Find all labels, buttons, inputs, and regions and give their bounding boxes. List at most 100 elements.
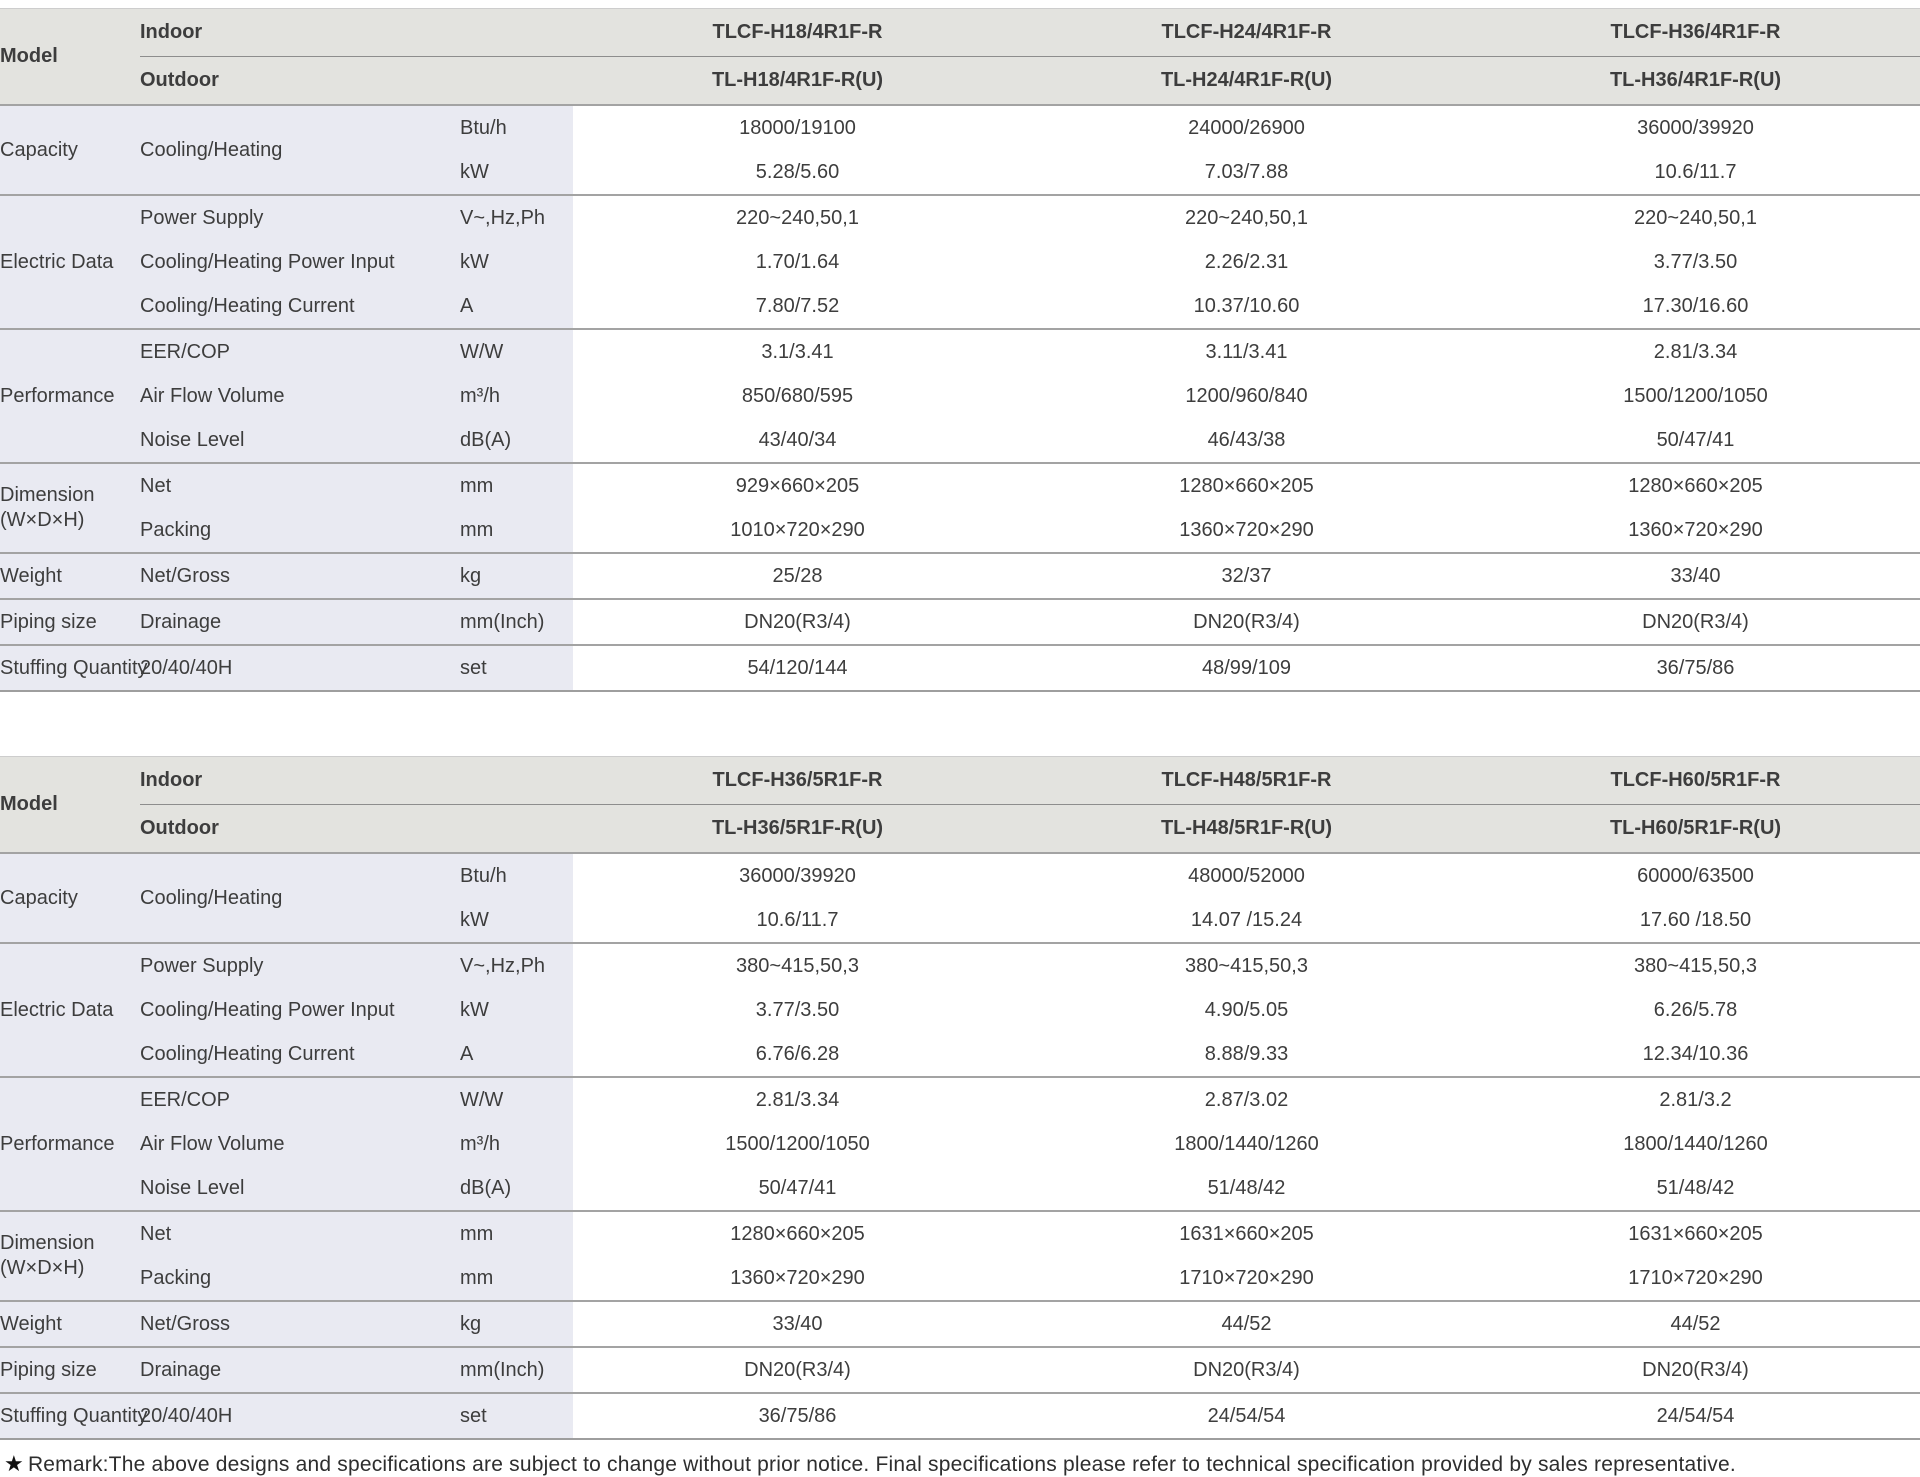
unit-label: A: [460, 284, 573, 329]
sub-label: Noise Level: [140, 1166, 460, 1211]
sub-label: EER/COP: [140, 1076, 460, 1122]
spec-value: 3.1/3.41: [573, 328, 1022, 374]
spec-value: 48/99/109: [1022, 644, 1471, 691]
unit-label: V~,Hz,Ph: [460, 942, 573, 988]
spec-value: 36/75/86: [573, 1392, 1022, 1439]
row-noise-level: Noise Level dB(A) 43/40/34 46/43/38 50/4…: [0, 418, 1920, 463]
sub-label: Noise Level: [140, 418, 460, 463]
row-capacity-kw: kW 5.28/5.60 7.03/7.88 10.6/11.7: [0, 150, 1920, 195]
sub-label: Cooling/Heating: [140, 852, 460, 943]
row-dimension-packing: Packing mm 1360×720×290 1710×720×290 171…: [0, 1256, 1920, 1301]
spec-value: DN20(R3/4): [573, 598, 1022, 645]
row-power-input: Cooling/Heating Power Input kW 3.77/3.50…: [0, 988, 1920, 1032]
unit-label: m³/h: [460, 1122, 573, 1166]
spec-value: 3.11/3.41: [1022, 328, 1471, 374]
spec-value: 1.70/1.64: [573, 240, 1022, 284]
group-label-piping: Piping size: [0, 1346, 140, 1393]
spec-value: 50/47/41: [573, 1166, 1022, 1211]
row-current: Cooling/Heating Current A 6.76/6.28 8.88…: [0, 1032, 1920, 1077]
unit-label: W/W: [460, 328, 573, 374]
sub-label: Drainage: [140, 598, 460, 645]
row-capacity-kw: kW 10.6/11.7 14.07 /15.24 17.60 /18.50: [0, 898, 1920, 943]
unit-label: mm(Inch): [460, 1346, 573, 1393]
row-power-supply: Electric Data Power Supply V~,Hz,Ph 380~…: [0, 942, 1920, 1077]
spec-value: 50/47/41: [1471, 418, 1920, 463]
outdoor-model-name: TL-H36/4R1F-R(U): [1471, 56, 1920, 105]
spec-value: 4.90/5.05: [1022, 988, 1471, 1032]
sub-label: Cooling/Heating Power Input: [140, 240, 460, 284]
spec-value: 18000/19100: [573, 104, 1022, 150]
spec-value: 54/120/144: [573, 644, 1022, 691]
unit-label: V~,Hz,Ph: [460, 194, 573, 240]
row-eer-cop: Performance EER/COP W/W 2.81/3.34 2.87/3…: [0, 1076, 1920, 1211]
spec-value: 43/40/34: [573, 418, 1022, 463]
header-row-outdoor: Outdoor TL-H36/5R1F-R(U) TL-H48/5R1F-R(U…: [0, 804, 1920, 853]
sub-label: Packing: [140, 508, 460, 553]
spec-value: 1280×660×205: [1471, 462, 1920, 508]
header-row-outdoor: Outdoor TL-H18/4R1F-R(U) TL-H24/4R1F-R(U…: [0, 56, 1920, 105]
spec-value: 6.26/5.78: [1471, 988, 1920, 1032]
unit-label: kW: [460, 150, 573, 195]
spec-value: 60000/63500: [1471, 852, 1920, 898]
sub-label: Cooling/Heating Power Input: [140, 988, 460, 1032]
spec-table-1: Model Indoor TLCF-H18/4R1F-R TLCF-H24/4R…: [0, 8, 1920, 692]
unit-label: mm: [460, 462, 573, 508]
outdoor-model-name: TL-H60/5R1F-R(U): [1471, 804, 1920, 853]
unit-label: kg: [460, 1300, 573, 1347]
spec-value: 51/48/42: [1022, 1166, 1471, 1211]
sub-label: Power Supply: [140, 194, 460, 240]
row-current: Cooling/Heating Current A 7.80/7.52 10.3…: [0, 284, 1920, 329]
unit-label: dB(A): [460, 418, 573, 463]
indoor-model-name: TLCF-H36/5R1F-R: [573, 756, 1022, 805]
unit-label: mm: [460, 508, 573, 553]
group-label-capacity: Capacity: [0, 852, 140, 943]
sub-label: Packing: [140, 1256, 460, 1301]
group-label-dimension: Dimension (W×D×H): [0, 462, 140, 553]
remark-line: ★ Remark:The above designs and specificat…: [0, 1440, 1920, 1477]
spec-value: DN20(R3/4): [1022, 1346, 1471, 1393]
spec-value: 51/48/42: [1471, 1166, 1920, 1211]
unit-label: dB(A): [460, 1166, 573, 1211]
spec-value: 1360×720×290: [573, 1256, 1022, 1301]
spec-value: 36000/39920: [573, 852, 1022, 898]
spec-value: 33/40: [573, 1300, 1022, 1347]
dimension-label-line1: Dimension: [0, 484, 95, 506]
spec-value: 1500/1200/1050: [573, 1122, 1022, 1166]
spec-value: 1800/1440/1260: [1471, 1122, 1920, 1166]
spec-value: 2.81/3.34: [1471, 328, 1920, 374]
outdoor-model-name: TL-H36/5R1F-R(U): [573, 804, 1022, 853]
row-dimension-net: Dimension (W×D×H) Net mm 929×660×205 128…: [0, 462, 1920, 553]
unit-label: Btu/h: [460, 104, 573, 150]
spec-value: 850/680/595: [573, 374, 1022, 418]
model-header-label: Model: [0, 8, 140, 105]
outdoor-header-label: Outdoor: [140, 804, 573, 853]
spec-value: 220~240,50,1: [1022, 194, 1471, 240]
sub-label: 20/40/40H: [140, 644, 460, 691]
unit-label: kW: [460, 988, 573, 1032]
indoor-model-name: TLCF-H36/4R1F-R: [1471, 8, 1920, 57]
dimension-label-line2: (W×D×H): [0, 509, 85, 531]
sub-label: Net/Gross: [140, 552, 460, 599]
spec-value: 36000/39920: [1471, 104, 1920, 150]
spec-value: 1631×660×205: [1471, 1210, 1920, 1256]
outdoor-model-name: TL-H24/4R1F-R(U): [1022, 56, 1471, 105]
spec-value: 2.26/2.31: [1022, 240, 1471, 284]
outdoor-header-label: Outdoor: [140, 56, 573, 105]
spec-value: 44/52: [1471, 1300, 1920, 1347]
spec-value: 1280×660×205: [573, 1210, 1022, 1256]
spec-value: 2.87/3.02: [1022, 1076, 1471, 1122]
header-row-indoor: Model Indoor TLCF-H18/4R1F-R TLCF-H24/4R…: [0, 8, 1920, 105]
outdoor-model-name: TL-H48/5R1F-R(U): [1022, 804, 1471, 853]
spec-value: 7.80/7.52: [573, 284, 1022, 329]
group-label-piping: Piping size: [0, 598, 140, 645]
spec-value: 1280×660×205: [1022, 462, 1471, 508]
unit-label: kg: [460, 552, 573, 599]
unit-label: kW: [460, 898, 573, 943]
row-weight: Weight Net/Gross kg 25/28 32/37 33/40: [0, 552, 1920, 599]
group-label-electric: Electric Data: [0, 194, 140, 329]
spec-value: 1360×720×290: [1471, 508, 1920, 553]
spec-value: 1500/1200/1050: [1471, 374, 1920, 418]
unit-label: mm: [460, 1256, 573, 1301]
spec-value: 24/54/54: [1471, 1392, 1920, 1439]
group-label-dimension: Dimension (W×D×H): [0, 1210, 140, 1301]
